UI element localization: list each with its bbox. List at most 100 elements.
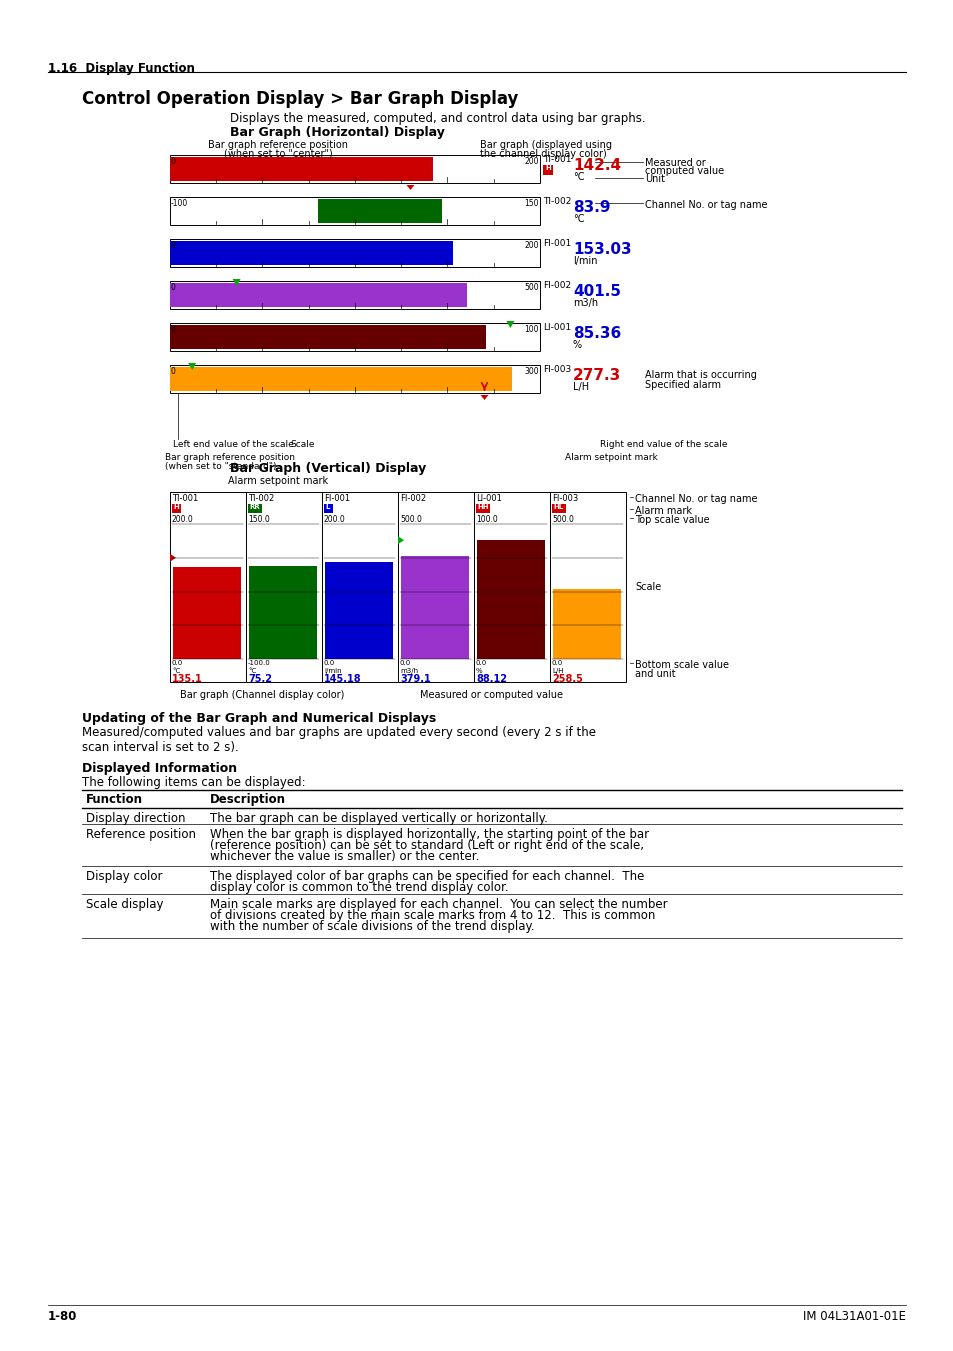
Text: 83.9: 83.9 xyxy=(573,200,610,215)
Bar xyxy=(170,367,512,390)
Text: The following items can be displayed:: The following items can be displayed: xyxy=(82,775,305,789)
Text: m3/h: m3/h xyxy=(399,667,417,674)
Text: Description: Description xyxy=(210,793,286,807)
Text: whichever the value is smaller) or the center.: whichever the value is smaller) or the c… xyxy=(210,850,478,863)
Text: computed value: computed value xyxy=(644,166,723,176)
Text: Alarm mark: Alarm mark xyxy=(635,507,691,516)
Text: 135.1: 135.1 xyxy=(172,674,203,684)
Text: 258.5: 258.5 xyxy=(552,674,582,684)
Text: Bar Graph (Horizontal) Display: Bar Graph (Horizontal) Display xyxy=(230,126,444,139)
Text: 100: 100 xyxy=(524,326,538,334)
Text: TI-002: TI-002 xyxy=(542,197,571,205)
Text: 277.3: 277.3 xyxy=(573,367,620,382)
Text: m3/h: m3/h xyxy=(573,299,598,308)
Text: 145.18: 145.18 xyxy=(324,674,361,684)
Text: Scale: Scale xyxy=(290,440,314,449)
Bar xyxy=(172,504,181,513)
Text: Bar graph reference position: Bar graph reference position xyxy=(165,453,294,462)
Text: Scale display: Scale display xyxy=(86,898,163,911)
Text: 500.0: 500.0 xyxy=(399,515,421,524)
Text: °C: °C xyxy=(573,172,584,182)
Bar xyxy=(248,504,262,513)
Bar xyxy=(172,567,241,659)
Text: 0.0: 0.0 xyxy=(476,661,487,666)
Bar xyxy=(249,566,316,659)
Text: Specified alarm: Specified alarm xyxy=(644,380,720,390)
Text: Alarm setpoint mark: Alarm setpoint mark xyxy=(228,476,328,486)
Bar xyxy=(170,365,539,393)
Text: 0: 0 xyxy=(171,282,175,292)
Text: l/min: l/min xyxy=(324,667,341,674)
Text: °C: °C xyxy=(172,667,180,674)
Text: Measured/computed values and bar graphs are updated every second (every 2 s if t: Measured/computed values and bar graphs … xyxy=(82,725,596,754)
Text: RR: RR xyxy=(249,504,259,509)
Text: TI-001: TI-001 xyxy=(542,155,571,163)
Polygon shape xyxy=(406,185,414,190)
Bar xyxy=(170,323,539,351)
Text: 100.0: 100.0 xyxy=(476,515,497,524)
Text: Alarm that is occurring: Alarm that is occurring xyxy=(644,370,756,380)
Text: FI-001: FI-001 xyxy=(324,494,350,503)
Text: Display color: Display color xyxy=(86,870,162,884)
Text: Function: Function xyxy=(86,793,143,807)
Text: 0: 0 xyxy=(171,326,175,334)
Bar xyxy=(170,492,246,682)
Text: 150.0: 150.0 xyxy=(248,515,270,524)
Bar xyxy=(476,540,544,659)
Bar xyxy=(550,492,625,682)
Text: TI-001: TI-001 xyxy=(172,494,198,503)
Text: 500: 500 xyxy=(524,282,538,292)
Text: 0.0: 0.0 xyxy=(324,661,335,666)
Text: 300: 300 xyxy=(524,367,538,376)
Text: L/H: L/H xyxy=(573,382,589,392)
Bar xyxy=(170,240,453,265)
Text: When the bar graph is displayed horizontally, the starting point of the bar: When the bar graph is displayed horizont… xyxy=(210,828,648,842)
Bar xyxy=(170,282,467,307)
Bar xyxy=(476,504,490,513)
Text: Channel No. or tag name: Channel No. or tag name xyxy=(635,494,757,504)
Text: (when set to "center"): (when set to "center") xyxy=(223,149,332,159)
Text: 0.0: 0.0 xyxy=(172,661,183,666)
Bar xyxy=(170,281,539,309)
Text: 85.36: 85.36 xyxy=(573,326,620,340)
Text: %: % xyxy=(476,667,482,674)
Text: Measured or computed value: Measured or computed value xyxy=(419,690,562,700)
Text: Bar graph (Channel display color): Bar graph (Channel display color) xyxy=(180,690,344,700)
Text: HH: HH xyxy=(476,504,488,509)
Text: Control Operation Display > Bar Graph Display: Control Operation Display > Bar Graph Di… xyxy=(82,91,517,108)
Text: FI-002: FI-002 xyxy=(542,281,571,290)
Text: 0: 0 xyxy=(171,240,175,250)
Polygon shape xyxy=(188,363,196,370)
Text: The bar graph can be displayed vertically or horizontally.: The bar graph can be displayed verticall… xyxy=(210,812,547,825)
Text: 200.0: 200.0 xyxy=(324,515,345,524)
Text: H: H xyxy=(172,504,178,509)
Bar xyxy=(324,504,333,513)
Text: 379.1: 379.1 xyxy=(399,674,431,684)
Text: Alarm setpoint mark: Alarm setpoint mark xyxy=(564,453,657,462)
Text: the channel display color): the channel display color) xyxy=(479,149,606,159)
Text: FI-003: FI-003 xyxy=(552,494,578,503)
Text: LI-001: LI-001 xyxy=(542,323,571,332)
Text: °C: °C xyxy=(573,213,584,224)
Bar xyxy=(317,199,441,223)
Text: Bar Graph (Vertical) Display: Bar Graph (Vertical) Display xyxy=(230,462,426,476)
Bar xyxy=(552,504,565,513)
Text: TI-002: TI-002 xyxy=(248,494,274,503)
Text: 88.12: 88.12 xyxy=(476,674,506,684)
Text: with the number of scale divisions of the trend display.: with the number of scale divisions of th… xyxy=(210,920,534,934)
Bar xyxy=(170,239,539,267)
Text: Displayed Information: Displayed Information xyxy=(82,762,237,775)
Text: 153.03: 153.03 xyxy=(573,242,631,257)
Text: H: H xyxy=(544,165,550,172)
Bar xyxy=(325,562,393,659)
Text: display color is common to the trend display color.: display color is common to the trend dis… xyxy=(210,881,508,894)
Text: (reference position) can be set to standard (Left or right end of the scale,: (reference position) can be set to stand… xyxy=(210,839,643,852)
Bar xyxy=(322,492,397,682)
Text: Display direction: Display direction xyxy=(86,812,185,825)
Polygon shape xyxy=(397,536,403,544)
Text: Main scale marks are displayed for each channel.  You can select the number: Main scale marks are displayed for each … xyxy=(210,898,667,911)
Text: L/H: L/H xyxy=(552,667,563,674)
Text: 142.4: 142.4 xyxy=(573,158,620,173)
Text: -100.0: -100.0 xyxy=(248,661,271,666)
Text: Channel No. or tag name: Channel No. or tag name xyxy=(644,200,767,209)
